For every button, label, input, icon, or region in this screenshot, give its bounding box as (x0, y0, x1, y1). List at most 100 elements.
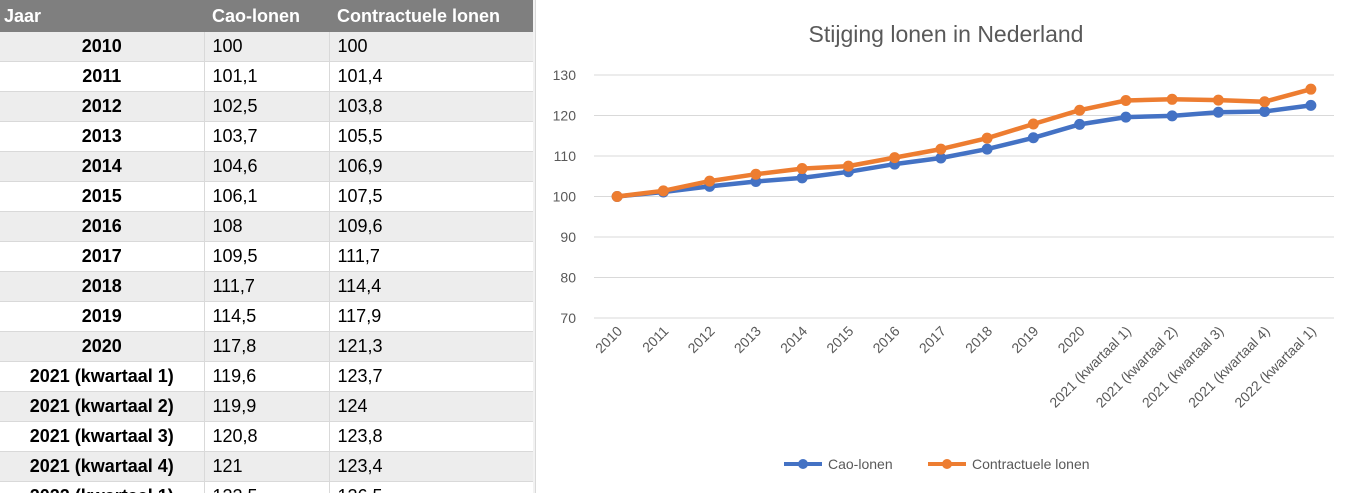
data-point (750, 168, 762, 180)
cell-contractuele-lonen[interactable]: 100 (329, 32, 533, 62)
cell-jaar[interactable]: 2020 (0, 331, 205, 362)
table-row: 2020 117,8 121,3 (0, 331, 533, 362)
legend-swatch-marker (942, 459, 952, 469)
cell-contractuele-lonen[interactable]: 123,8 (329, 421, 533, 452)
cell-contractuele-lonen[interactable]: 106,9 (329, 151, 533, 182)
cell-cao-lonen[interactable]: 106,1 (204, 181, 330, 212)
data-point (796, 172, 808, 184)
cell-cao-lonen[interactable]: 119,9 (204, 391, 330, 422)
x-tick-label: 2021 (kwartaal 3) (1139, 323, 1227, 411)
data-point (704, 175, 716, 187)
table-row: 2016 108 109,6 (0, 211, 533, 242)
grid-lines (594, 74, 1334, 319)
cell-jaar[interactable]: 2015 (0, 181, 205, 212)
x-tick-label: 2021 (kwartaal 2) (1092, 323, 1180, 411)
data-point (1074, 104, 1086, 116)
data-point (981, 143, 993, 155)
cell-cao-lonen[interactable]: 109,5 (204, 241, 330, 272)
table-row: 2021 (kwartaal 2) 119,9 124 (0, 391, 533, 422)
data-point (1259, 96, 1271, 108)
data-point (1120, 111, 1132, 123)
data-point (1305, 99, 1317, 111)
cell-contractuele-lonen[interactable]: 123,7 (329, 361, 533, 392)
cell-jaar[interactable]: 2011 (0, 61, 205, 92)
table-body: 2010 100 100 2011 101,1 101,4 2012 102,5 103,8 20… (0, 32, 533, 493)
cell-contractuele-lonen[interactable]: 123,4 (329, 451, 533, 482)
table-row: 2014 104,6 106,9 (0, 151, 533, 182)
header-contractuele-lonen[interactable]: Contractuele lonen (329, 0, 533, 32)
table-row: 2012 102,5 103,8 (0, 91, 533, 122)
cell-contractuele-lonen[interactable]: 124 (329, 391, 533, 422)
x-tick-label: 2021 (kwartaal 1) (1046, 323, 1134, 411)
x-tick-label: 2018 (962, 323, 995, 356)
cell-cao-lonen[interactable]: 111,7 (204, 271, 330, 302)
x-tick-label: 2020 (1054, 323, 1087, 356)
cell-contractuele-lonen[interactable]: 126,5 (329, 481, 533, 493)
table-row: 2021 (kwartaal 3) 120,8 123,8 (0, 421, 533, 452)
x-tick-label: 2013 (731, 323, 764, 356)
data-point (1166, 110, 1178, 122)
cell-cao-lonen[interactable]: 104,6 (204, 151, 330, 182)
cell-contractuele-lonen[interactable]: 109,6 (329, 211, 533, 242)
data-point (1259, 105, 1271, 117)
cell-jaar[interactable]: 2012 (0, 91, 205, 122)
cell-jaar[interactable]: 2017 (0, 241, 205, 272)
cell-jaar[interactable]: 2013 (0, 121, 205, 152)
pane-divider (533, 0, 536, 493)
series-line-1 (614, 86, 1314, 199)
cell-jaar[interactable]: 2021 (kwartaal 1) (0, 361, 205, 392)
cell-contractuele-lonen[interactable]: 121,3 (329, 331, 533, 362)
cell-jaar[interactable]: 2010 (0, 32, 205, 62)
data-point (1212, 106, 1224, 118)
line-chart: Stijging lonen in Nederland 70 80 90 100 110… (553, 21, 1334, 472)
cell-contractuele-lonen[interactable]: 114,4 (329, 271, 533, 302)
y-tick-label: 130 (553, 67, 577, 83)
cell-cao-lonen[interactable]: 101,1 (204, 61, 330, 92)
cell-contractuele-lonen[interactable]: 105,5 (329, 121, 533, 152)
cell-cao-lonen[interactable]: 121 (204, 451, 330, 482)
cell-cao-lonen[interactable]: 122,5 (204, 481, 330, 493)
x-tick-label: 2010 (592, 323, 625, 356)
series-line-0 (614, 103, 1314, 199)
cell-cao-lonen[interactable]: 119,6 (204, 361, 330, 392)
cell-contractuele-lonen[interactable]: 117,9 (329, 301, 533, 332)
x-tick-label: 2021 (kwartaal 4) (1185, 323, 1273, 411)
data-point (1027, 132, 1039, 144)
cell-jaar[interactable]: 2021 (kwartaal 3) (0, 421, 205, 452)
cell-cao-lonen[interactable]: 103,7 (204, 121, 330, 152)
data-point (1305, 83, 1317, 95)
cell-contractuele-lonen[interactable]: 101,4 (329, 61, 533, 92)
x-tick-label: 2019 (1008, 323, 1041, 356)
table-row: 2010 100 100 (0, 32, 533, 62)
data-point (842, 160, 854, 172)
cell-jaar[interactable]: 2014 (0, 151, 205, 182)
cell-contractuele-lonen[interactable]: 111,7 (329, 241, 533, 272)
cell-cao-lonen[interactable]: 100 (204, 32, 330, 62)
cell-contractuele-lonen[interactable]: 103,8 (329, 91, 533, 122)
data-point (1212, 94, 1224, 106)
x-tick-label: 2011 (639, 323, 672, 356)
cell-cao-lonen[interactable]: 117,8 (204, 331, 330, 362)
cell-cao-lonen[interactable]: 120,8 (204, 421, 330, 452)
y-axis-ticks: 70 80 90 100 110 120 130 (553, 67, 577, 326)
table-row: 2019 114,5 117,9 (0, 301, 533, 332)
cell-contractuele-lonen[interactable]: 107,5 (329, 181, 533, 212)
cell-cao-lonen[interactable]: 108 (204, 211, 330, 242)
data-point (1074, 118, 1086, 130)
cell-jaar[interactable]: 2021 (kwartaal 2) (0, 391, 205, 422)
cell-jaar[interactable]: 2021 (kwartaal 4) (0, 451, 205, 482)
cell-jaar[interactable]: 2016 (0, 211, 205, 242)
data-point (981, 132, 993, 144)
cell-cao-lonen[interactable]: 102,5 (204, 91, 330, 122)
header-jaar[interactable]: Jaar (0, 0, 204, 32)
cell-jaar[interactable]: 2022 (kwartaal 1) (0, 481, 205, 493)
chart-area[interactable]: Stijging lonen in Nederland 70 80 90 100 110… (535, 0, 1353, 493)
data-point (796, 163, 808, 175)
cell-cao-lonen[interactable]: 114,5 (204, 301, 330, 332)
table-row: 2011 101,1 101,4 (0, 61, 533, 92)
cell-jaar[interactable]: 2018 (0, 271, 205, 302)
cell-jaar[interactable]: 2019 (0, 301, 205, 332)
table-row: 2017 109,5 111,7 (0, 241, 533, 272)
header-cao-lonen[interactable]: Cao-lonen (204, 0, 329, 32)
y-tick-label: 70 (560, 310, 576, 326)
